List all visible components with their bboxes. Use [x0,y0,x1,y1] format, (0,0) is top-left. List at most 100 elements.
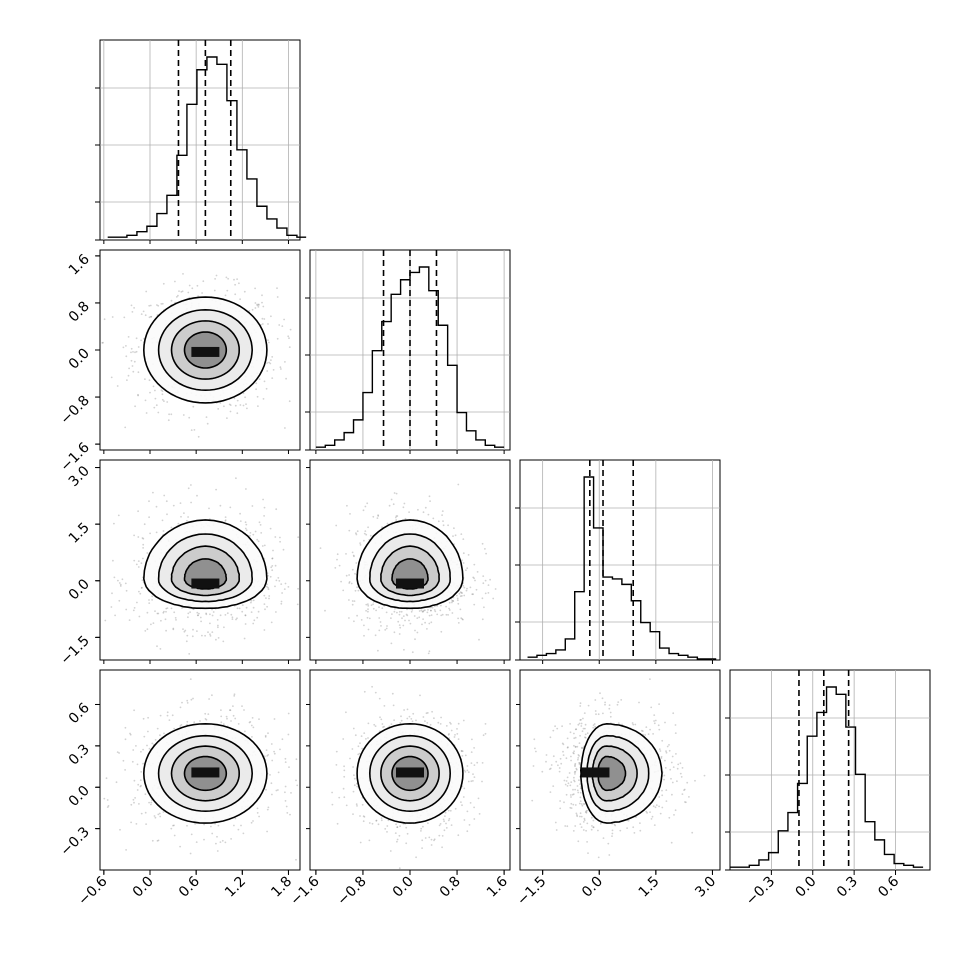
scatter-point [363,509,365,511]
scatter-point [438,835,440,837]
scatter-point [210,635,212,637]
scatter-point [363,625,365,627]
scatter-point [181,607,183,609]
scatter-point [251,725,253,727]
scatter-point [220,841,222,843]
scatter-point [464,819,466,821]
scatter-point [196,495,198,497]
scatter-point [427,822,429,824]
scatter-point [653,720,655,722]
scatter-point [263,318,265,320]
density-peak [396,579,424,589]
scatter-point [260,524,262,526]
scatter-point [264,507,266,509]
scatter-point [295,780,297,782]
scatter-point [482,597,484,599]
scatter-point [610,716,612,718]
scatter-point [149,533,151,535]
scatter-point [467,811,469,813]
scatter-point [154,610,156,612]
scatter-point [356,615,358,617]
scatter-point [285,786,287,788]
scatter-point [268,807,270,809]
scatter-point [266,370,268,372]
scatter-point [416,617,418,619]
scatter-point [336,559,338,561]
scatter-point [488,592,490,594]
scatter-point [397,839,399,841]
scatter-point [407,709,409,711]
scatter-point [208,508,210,510]
scatter-point [198,613,200,615]
scatter-point [352,600,354,602]
pair-panel-0-3 [100,670,300,870]
scatter-point [482,543,484,545]
scatter-point [391,723,393,725]
scatter-point [484,548,486,550]
scatter-point [274,536,276,538]
scatter-point [363,815,365,817]
scatter-point [454,734,456,736]
scatter-point [384,828,386,830]
scatter-point [577,785,579,787]
scatter-point [363,635,365,637]
scatter-point [412,651,414,653]
scatter-point [234,718,236,720]
scatter-point [271,377,273,379]
scatter-point [289,346,291,348]
scatter-point [470,587,472,589]
scatter-point [271,622,273,624]
scatter-point [401,617,403,619]
scatter-point [428,653,430,655]
scatter-point [403,506,405,508]
scatter-point [426,712,428,714]
scatter-point [135,745,137,747]
scatter-point [254,288,256,290]
scatter-point [431,844,433,846]
scatter-point [275,611,277,613]
scatter-point [197,615,199,617]
scatter-point [396,493,398,495]
scatter-point [145,812,147,814]
scatter-point [394,492,396,494]
scatter-point [275,508,277,510]
scatter-point [704,775,706,777]
scatter-point [574,781,576,783]
scatter-point [256,617,258,619]
scatter-point [227,278,229,280]
scatter-point [570,760,572,762]
scatter-point [180,291,182,293]
scatter-point [263,515,265,517]
scatter-point [664,775,666,777]
scatter-point [461,750,463,752]
scatter-point [288,766,290,768]
scatter-point [396,841,398,843]
scatter-point [215,489,217,491]
scatter-point [152,840,154,842]
scatter-point [417,509,419,511]
scatter-point [365,738,367,740]
scatter-point [352,604,354,606]
scatter-point [125,738,127,740]
scatter-point [379,716,381,718]
scatter-point [551,764,553,766]
scatter-point [462,538,464,540]
scatter-point [123,317,125,319]
scatter-point [395,832,397,834]
scatter-point [410,623,412,625]
scatter-point [262,306,264,308]
scatter-point [465,569,467,571]
scatter-point [235,405,237,407]
scatter-point [655,720,657,722]
scatter-point [274,753,276,755]
scatter-point [560,763,562,765]
scatter-point [279,541,281,543]
scatter-point [143,736,145,738]
scatter-point [117,580,119,582]
scatter-point [114,577,116,579]
scatter-point [265,597,267,599]
scatter-point [661,790,663,792]
scatter-point [352,766,354,768]
pair-panel-0-1 [100,250,300,450]
scatter-point [428,514,430,516]
